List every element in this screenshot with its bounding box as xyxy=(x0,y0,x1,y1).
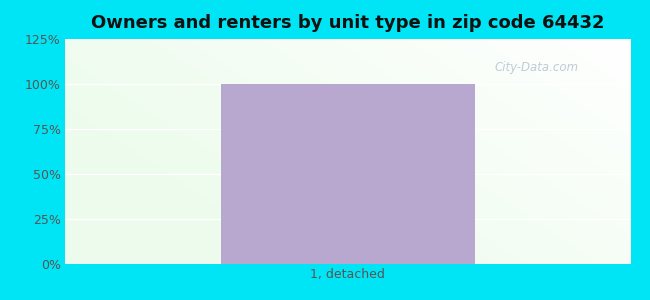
Text: City-Data.com: City-Data.com xyxy=(495,61,579,74)
Bar xyxy=(220,84,475,264)
Title: Owners and renters by unit type in zip code 64432: Owners and renters by unit type in zip c… xyxy=(91,14,604,32)
